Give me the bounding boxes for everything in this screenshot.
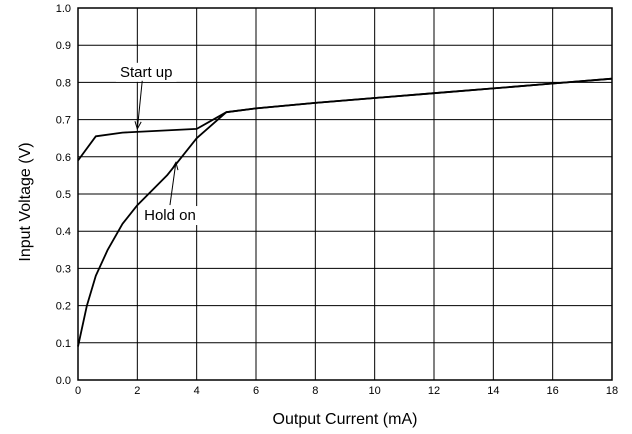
annotation-label-1: Hold on <box>144 207 196 224</box>
y-tick-label-0: 0.0 <box>56 375 71 387</box>
y-tick-label-10: 1.0 <box>56 3 71 15</box>
x-tick-label-7: 14 <box>487 385 499 397</box>
y-tick-label-8: 0.8 <box>56 77 71 89</box>
y-tick-label-1: 0.1 <box>56 338 71 350</box>
annotation-arrowhead-1 <box>171 161 179 171</box>
y-tick-label-7: 0.7 <box>56 115 71 127</box>
y-axis-label: Input Voltage (V) <box>17 142 34 261</box>
y-tick-labels: 0.0 0.1 0.2 0.3 0.4 0.5 0.6 0.7 0.8 0.9 1.0 <box>56 3 71 387</box>
series-group <box>77 77 613 347</box>
annotation-arrow-0 <box>136 80 143 129</box>
x-tick-label-3: 6 <box>253 385 259 397</box>
x-tick-label-8: 16 <box>547 385 559 397</box>
x-tick-labels: 0 2 4 6 8 10 12 14 16 18 <box>75 385 618 397</box>
plot-frame <box>77 7 613 381</box>
x-tick-label-0: 0 <box>75 385 81 397</box>
x-tick-label-4: 8 <box>312 385 318 397</box>
x-tick-label-6: 12 <box>428 385 440 397</box>
x-tick-label-2: 4 <box>194 385 200 397</box>
x-axis-label: Output Current (mA) <box>273 411 418 428</box>
y-tick-label-3: 0.3 <box>56 263 71 275</box>
y-tick-label-4: 0.4 <box>56 226 71 238</box>
annotation-bg-0 <box>115 62 177 82</box>
y-tick-label-5: 0.5 <box>56 189 71 201</box>
y-tick-label-6: 0.6 <box>56 152 71 164</box>
x-tick-label-9: 18 <box>606 385 618 397</box>
x-tick-label-1: 2 <box>134 385 140 397</box>
annotation-1: Hold on <box>140 161 200 226</box>
x-tick-label-5: 10 <box>369 385 381 397</box>
y-tick-label-2: 0.2 <box>56 301 71 313</box>
annotation-label-0: Start up <box>120 64 173 81</box>
annotation-bg-1 <box>140 206 200 226</box>
annotations: Start up Hold on <box>115 62 200 226</box>
y-tick-label-9: 0.9 <box>56 40 71 52</box>
annotation-0: Start up <box>115 62 177 131</box>
annotation-arrowhead-0 <box>134 121 142 131</box>
series-line-1 <box>77 77 613 347</box>
annotation-arrow-1 <box>169 162 177 206</box>
